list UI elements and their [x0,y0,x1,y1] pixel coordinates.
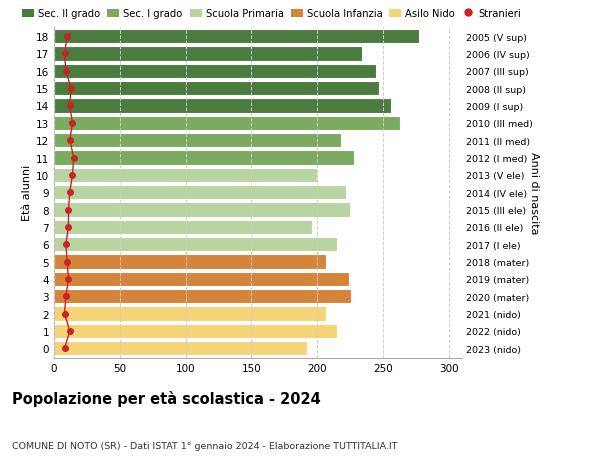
Bar [54,99,391,113]
Legend: Sec. II grado, Sec. I grado, Scuola Primaria, Scuola Infanzia, Asilo Nido, Stran: Sec. II grado, Sec. I grado, Scuola Prim… [22,9,521,19]
Bar [54,117,400,131]
Text: COMUNE DI NOTO (SR) - Dati ISTAT 1° gennaio 2024 - Elaborazione TUTTITALIA.IT: COMUNE DI NOTO (SR) - Dati ISTAT 1° genn… [12,441,398,450]
Y-axis label: Anni di nascita: Anni di nascita [529,151,539,234]
Bar [54,82,379,96]
Bar [54,168,317,183]
Bar [54,307,326,321]
Bar [54,30,419,44]
Bar [54,65,376,79]
Bar [54,324,337,338]
Y-axis label: Età alunni: Età alunni [22,165,32,221]
Bar [54,272,349,286]
Bar [54,151,354,165]
Bar [54,134,341,148]
Bar [54,290,352,304]
Bar [54,203,350,217]
Bar [54,220,312,235]
Bar [54,186,346,200]
Bar [54,255,326,269]
Bar [54,238,337,252]
Text: Popolazione per età scolastica - 2024: Popolazione per età scolastica - 2024 [12,390,321,406]
Bar [54,341,307,356]
Bar [54,47,362,62]
